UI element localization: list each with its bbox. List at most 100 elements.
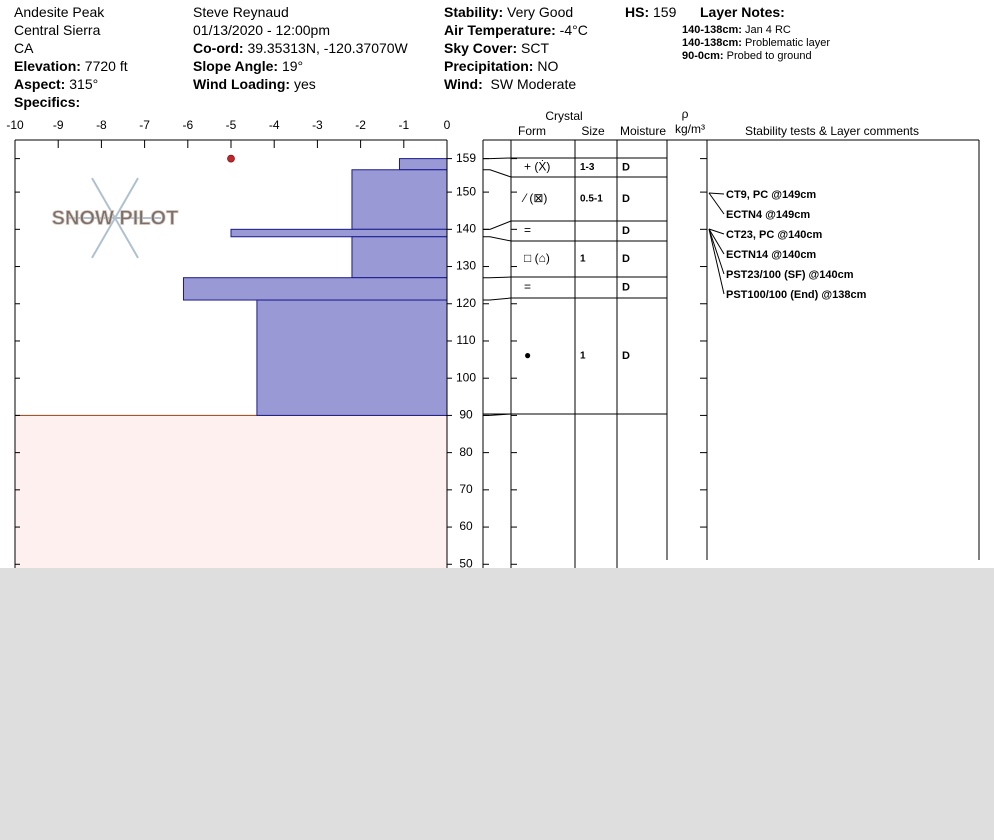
field-value: 39.35313N, -120.37070W xyxy=(247,40,408,56)
x-tick-label: -3 xyxy=(312,118,323,132)
crystal-form: + (Ẋ) xyxy=(524,160,550,174)
header-field: Steve Reynaud xyxy=(193,3,289,21)
y-tick-label: 80 xyxy=(459,445,473,459)
header-field: Elevation: 7720 ft xyxy=(14,57,128,75)
layer-note: 140-138cm: Jan 4 RC xyxy=(682,24,791,36)
stability-test: CT9, PC @149cm xyxy=(726,189,816,201)
field-value: -4°C xyxy=(559,22,588,38)
field-value: Andesite Peak xyxy=(14,4,105,20)
crystal-form: □ (⌂) xyxy=(524,251,550,265)
field-label: Wind Loading: xyxy=(193,76,291,92)
x-tick-label: -1 xyxy=(398,118,409,132)
header-field: Wind: SW Moderate xyxy=(444,75,576,93)
x-tick-label: -6 xyxy=(182,118,193,132)
field-value: 19° xyxy=(281,58,304,74)
field-value: yes xyxy=(293,76,316,92)
hardness-bar xyxy=(182,277,448,301)
x-tick-label: -4 xyxy=(269,118,280,132)
y-tick-label: 159 xyxy=(456,151,476,165)
logo-stroke xyxy=(114,217,139,259)
logo-stroke xyxy=(91,177,116,219)
blank-area xyxy=(0,568,994,840)
field-value: Steve Reynaud xyxy=(193,4,289,20)
temperature-point xyxy=(227,154,235,163)
hardness-bar xyxy=(351,169,448,230)
field-label: Elevation: xyxy=(14,58,81,74)
crystal-form: ● xyxy=(524,348,531,362)
connector xyxy=(483,157,512,160)
test-arrow xyxy=(708,192,725,215)
layer-notes-title: Layer Notes: xyxy=(700,3,785,21)
y-tick-label: 100 xyxy=(456,370,476,384)
crystal-size: 1 xyxy=(580,254,586,265)
header-field: HS: 159 xyxy=(625,3,676,21)
y-tick-label: 110 xyxy=(456,333,475,347)
header-field: Central Sierra xyxy=(14,21,100,39)
table-header: Form xyxy=(518,124,546,138)
stability-test: ECTN14 @140cm xyxy=(726,249,816,261)
note-text: Problematic layer xyxy=(745,37,830,49)
note-text: Probed to ground xyxy=(726,50,812,62)
table-header: Moisture xyxy=(620,124,666,138)
logo: SNOW PILOT xyxy=(51,177,179,259)
y-tick-label: 90 xyxy=(459,408,473,422)
white-strip xyxy=(622,560,994,568)
ground xyxy=(15,415,447,568)
y-tick-label: 150 xyxy=(456,184,476,198)
field-value: Very Good xyxy=(507,4,574,20)
x-tick-label: -9 xyxy=(53,118,64,132)
x-tick-label: 0 xyxy=(444,118,451,132)
header-field: Air Temperature: -4°C xyxy=(444,21,588,39)
header-field: Stability: Very Good xyxy=(444,3,573,21)
note-label: 140-138cm: xyxy=(682,24,742,36)
field-value: 159 xyxy=(653,4,677,20)
header-field: Precipitation: NO xyxy=(444,57,558,75)
connector xyxy=(483,276,512,279)
field-value: 315° xyxy=(69,76,99,92)
moisture: D xyxy=(622,281,630,293)
header-field: CA xyxy=(14,39,33,57)
test-arrow xyxy=(708,228,725,255)
connector xyxy=(483,220,512,230)
field-label: Slope Angle: xyxy=(193,58,279,74)
crystal-form: = xyxy=(524,223,531,237)
hardness-bar xyxy=(256,299,448,416)
y-tick-label: 120 xyxy=(456,296,476,310)
layer-notes-title: Layer Notes: xyxy=(700,4,785,20)
y-tick-label: 130 xyxy=(456,259,476,273)
stability-test: PST23/100 (SF) @140cm xyxy=(726,269,854,281)
y-tick-label: 60 xyxy=(459,519,473,533)
header-field: Wind Loading: yes xyxy=(193,75,316,93)
stability-test: CT23, PC @140cm xyxy=(726,229,823,241)
moisture: D xyxy=(622,193,630,205)
test-arrow xyxy=(708,192,725,195)
header-field: Sky Cover: SCT xyxy=(444,39,549,57)
crystal-size: 1-3 xyxy=(580,162,595,173)
test-arrow xyxy=(708,228,725,275)
y-tick-label: 70 xyxy=(459,482,473,496)
moisture: D xyxy=(622,225,630,237)
test-arrow xyxy=(708,228,725,295)
crystal-form: ⁄ (⊠) xyxy=(521,191,547,205)
field-label: HS: xyxy=(625,4,650,20)
hardness-bar xyxy=(351,236,448,279)
field-label: Air Temperature: xyxy=(444,22,556,38)
moisture: D xyxy=(622,253,630,265)
table-header: Crystal xyxy=(545,109,582,123)
x-tick-label: -7 xyxy=(139,118,150,132)
field-value: CA xyxy=(14,40,34,56)
connector xyxy=(483,236,512,242)
crystal-size: 1 xyxy=(580,351,586,362)
test-arrow xyxy=(708,228,725,235)
header-field: 01/13/2020 - 12:00pm xyxy=(193,21,330,39)
table-header: Stability tests & Layer comments xyxy=(745,124,919,138)
field-label: Aspect: xyxy=(14,76,66,92)
field-label: Co-ord: xyxy=(193,40,244,56)
moisture: D xyxy=(622,350,630,362)
field-label: Specifics: xyxy=(14,94,81,110)
header-field: Co-ord: 39.35313N, -120.37070W xyxy=(193,39,408,57)
moisture: D xyxy=(622,161,630,173)
layer-note: 140-138cm: Problematic layer xyxy=(682,37,830,49)
